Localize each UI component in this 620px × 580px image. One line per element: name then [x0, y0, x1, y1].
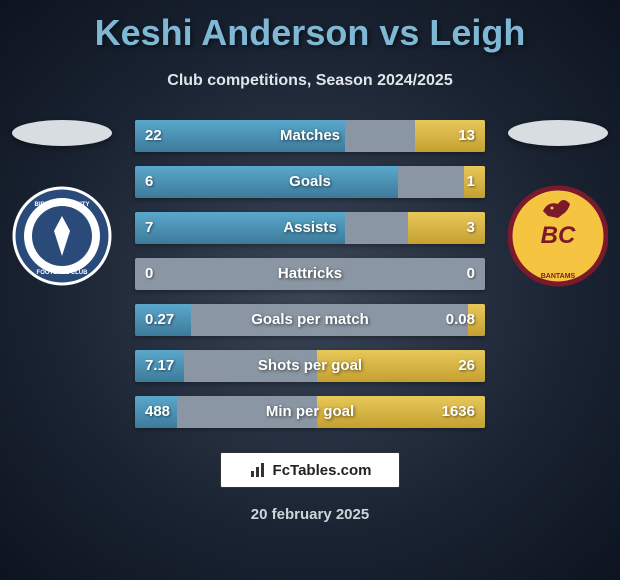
fctables-logo-icon: [249, 461, 267, 479]
birmingham-city-crest-icon: BIRMINGHAM CITY FOOTBALL CLUB: [12, 176, 112, 296]
stat-row: 73Assists: [135, 212, 485, 244]
stat-label: Assists: [135, 212, 485, 244]
stat-label: Hattricks: [135, 258, 485, 290]
stat-row: 2213Matches: [135, 120, 485, 152]
stat-label: Matches: [135, 120, 485, 152]
branding-text: FcTables.com: [273, 462, 372, 479]
stat-label: Min per goal: [135, 396, 485, 428]
page-title: Keshi Anderson vs Leigh: [0, 0, 620, 54]
stat-row: 0.270.08Goals per match: [135, 304, 485, 336]
player-left-photo-placeholder: [12, 120, 112, 146]
stat-row: 4881636Min per goal: [135, 396, 485, 428]
svg-text:BANTAMS: BANTAMS: [541, 273, 576, 280]
player-left-col: BIRMINGHAM CITY FOOTBALL CLUB: [7, 120, 117, 296]
player-right-col: BC BANTAMS: [503, 120, 613, 296]
branding-box[interactable]: FcTables.com: [220, 452, 400, 488]
player-right-photo-placeholder: [508, 120, 608, 146]
stat-label: Goals per match: [135, 304, 485, 336]
stat-row: 7.1726Shots per goal: [135, 350, 485, 382]
stat-label: Shots per goal: [135, 350, 485, 382]
stat-bars: 2213Matches 61Goals 73Assists 00Hattricks 0.…: [135, 120, 485, 428]
stat-row: 00Hattricks: [135, 258, 485, 290]
svg-text:FOOTBALL CLUB: FOOTBALL CLUB: [37, 270, 89, 276]
date-label: 20 february 2025: [0, 506, 620, 523]
club-crest-left: BIRMINGHAM CITY FOOTBALL CLUB: [12, 176, 112, 296]
stat-row: 61Goals: [135, 166, 485, 198]
club-crest-right: BC BANTAMS: [508, 176, 608, 296]
svg-text:BC: BC: [541, 222, 576, 249]
stat-label: Goals: [135, 166, 485, 198]
subtitle: Club competitions, Season 2024/2025: [0, 72, 620, 90]
svg-text:BIRMINGHAM CITY: BIRMINGHAM CITY: [35, 202, 90, 208]
comparison-area: BIRMINGHAM CITY FOOTBALL CLUB 2213Matche…: [0, 120, 620, 428]
bantams-crest-icon: BC BANTAMS: [508, 176, 608, 296]
